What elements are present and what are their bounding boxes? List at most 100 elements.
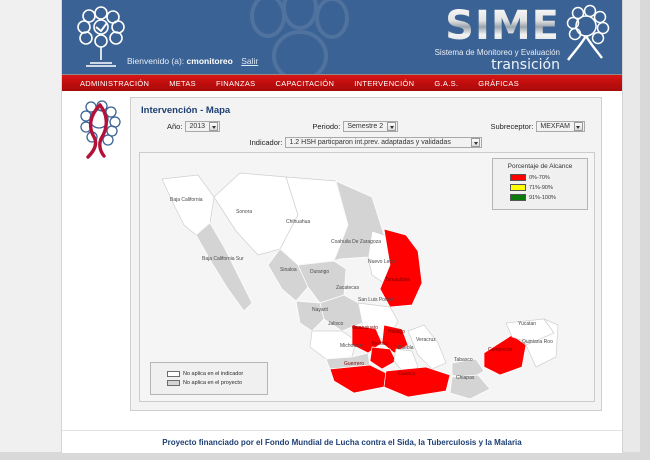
tree-logo-icon bbox=[77, 6, 125, 67]
map-label-tamaulipas: Tamaulipas bbox=[385, 277, 411, 283]
periodo-select-value: Semestre 2 bbox=[347, 123, 384, 130]
anio-select-value: 2013 bbox=[189, 123, 206, 130]
main-navigation[interactable]: ADMINISTRACIÓN METAS FINANZAS CAPACITACI… bbox=[62, 74, 622, 91]
brand-subtitle: Sistema de Monitoreo y Evaluación bbox=[434, 48, 560, 57]
right-gutter bbox=[622, 0, 640, 452]
na-label-indicador: No aplica en el indicador bbox=[183, 371, 244, 377]
map-state-mexico[interactable] bbox=[369, 346, 397, 370]
chevron-down-icon[interactable] bbox=[209, 122, 219, 131]
legend-label-high: 91%-100% bbox=[529, 194, 556, 201]
chevron-down-icon[interactable] bbox=[573, 122, 583, 131]
map-state-nayarit[interactable] bbox=[295, 300, 325, 332]
mexico-map-svg[interactable]: Baja California Sonora Chihuahua Baja Ca… bbox=[140, 153, 594, 401]
map-label-quintana-roo: Quintana Roo bbox=[522, 339, 553, 345]
filters-row: Año: 2013 Periodo: Semestre 2 bbox=[139, 121, 593, 132]
map-label-sinaloa: Sinaloa bbox=[280, 267, 297, 273]
app-header: Bienvenido (a): cmonitoreo Salir SIME Si… bbox=[62, 0, 622, 74]
map-state-quintana-roo[interactable] bbox=[525, 318, 559, 368]
map-label-oaxaca: Oaxaca bbox=[398, 371, 415, 377]
side-ribbon-logo-icon bbox=[80, 100, 121, 159]
legend-label-mid: 71%-90% bbox=[529, 184, 553, 191]
map-label-jalisco: Jalisco bbox=[328, 321, 344, 327]
legend-swatch-high bbox=[510, 194, 526, 201]
nav-item-metas[interactable]: METAS bbox=[169, 78, 196, 88]
map-label-mexico: México bbox=[372, 341, 388, 347]
legend-title: Porcentaje de Alcance bbox=[507, 163, 573, 170]
map-label-yucatan: Yucatan bbox=[518, 321, 536, 327]
map-state-campeche[interactable] bbox=[483, 334, 527, 376]
filter-subreceptor: Subreceptor: MEXFAM bbox=[490, 121, 585, 132]
nav-item-finanzas[interactable]: FINANZAS bbox=[215, 78, 256, 88]
map-state-oaxaca[interactable] bbox=[383, 366, 451, 398]
welcome-text: Bienvenido (a): cmonitoreo Salir bbox=[127, 56, 258, 66]
paw-watermark-icon bbox=[250, 0, 349, 74]
anio-select[interactable]: 2013 bbox=[185, 121, 221, 132]
nav-item-graficas[interactable]: GRÁFICAS bbox=[478, 78, 520, 88]
na-swatch-proyecto bbox=[167, 380, 180, 386]
legend-row-low: 0%-70% bbox=[510, 174, 582, 181]
legend-row-mid: 71%-90% bbox=[510, 184, 582, 191]
map-state-baja-california-sur[interactable] bbox=[195, 222, 253, 312]
na-row-proyecto: No aplica en el proyecto bbox=[167, 380, 261, 386]
map-label-tabasco: Tabasco bbox=[454, 357, 473, 363]
filter-subreceptor-label: Subreceptor: bbox=[490, 122, 534, 131]
legend-row-high: 91%-100% bbox=[510, 194, 582, 201]
map-label-puebla: Puebla bbox=[398, 345, 414, 351]
map-state-tamaulipas[interactable] bbox=[379, 228, 423, 308]
filter-periodo-label: Periodo: bbox=[312, 122, 341, 131]
filter-periodo: Periodo: Semestre 2 bbox=[312, 121, 399, 132]
map-label-san-luis-potosi: San Luis Potosí bbox=[358, 297, 394, 303]
legend-label-low: 0%-70% bbox=[529, 174, 550, 181]
footer-text: Proyecto financiado por el Fondo Mundial… bbox=[162, 437, 522, 447]
brand-block: SIME Sistema de Monitoreo y Evaluación t… bbox=[356, 2, 616, 73]
legend-swatch-mid bbox=[510, 184, 526, 191]
map-label-durango: Durango bbox=[310, 269, 329, 275]
map-label-zacatecas: Zacatecas bbox=[336, 285, 360, 291]
map-label-michoacan: Michoacan bbox=[340, 343, 364, 349]
nav-item-administracion[interactable]: ADMINISTRACIÓN bbox=[80, 78, 150, 88]
map-label-chiapas: Chiapas bbox=[456, 375, 475, 381]
map-label-nayarit: Nayarit bbox=[312, 307, 328, 313]
brand-wordmark: SIME bbox=[445, 3, 560, 49]
map-label-veracruz: Veracruz bbox=[416, 337, 436, 343]
nav-item-capacitacion[interactable]: CAPACITACIÓN bbox=[275, 78, 335, 88]
brand-tagline: transición bbox=[491, 57, 560, 73]
map-label-nuevo-leon: Nuevo León bbox=[368, 259, 395, 265]
map-label-sonora: Sonora bbox=[236, 209, 252, 215]
map-label-baja-california-sur: Baja California Sur bbox=[202, 256, 244, 262]
map-panel: Intervención - Mapa Año: 2013 Periodo: S… bbox=[130, 97, 602, 411]
mexico-map[interactable]: Baja California Sonora Chihuahua Baja Ca… bbox=[139, 152, 595, 402]
map-label-guanajuato: Guanajuato bbox=[352, 325, 378, 331]
map-state-guerrero[interactable] bbox=[329, 364, 387, 394]
chevron-down-icon[interactable] bbox=[471, 138, 481, 147]
left-gutter bbox=[0, 0, 62, 452]
na-label-proyecto: No aplica en el proyecto bbox=[183, 380, 243, 386]
welcome-prefix: Bienvenido (a): bbox=[127, 56, 185, 66]
app-footer: Proyecto financiado por el Fondo Mundial… bbox=[62, 430, 622, 453]
indicador-select[interactable]: 1.2 HSH particparon int.prev. adaptadas … bbox=[285, 137, 483, 148]
content-area: Intervención - Mapa Año: 2013 Periodo: S… bbox=[62, 91, 622, 452]
map-state-hidalgo[interactable] bbox=[381, 324, 409, 354]
map-state-veracruz[interactable] bbox=[407, 324, 447, 370]
map-label-baja-california: Baja California bbox=[170, 197, 203, 203]
na-row-indicador: No aplica en el indicador bbox=[167, 371, 261, 377]
page-title: Intervención - Mapa bbox=[141, 105, 231, 116]
not-applicable-legend: No aplica en el indicador No aplica en e… bbox=[150, 362, 268, 395]
periodo-select[interactable]: Semestre 2 bbox=[343, 121, 399, 132]
ribbon-logo-icon bbox=[566, 4, 610, 61]
map-label-guerrero: Guerrero bbox=[344, 361, 364, 367]
welcome-username: cmonitoreo bbox=[186, 56, 233, 66]
map-legend: Porcentaje de Alcance 0%-70% 71%-90% 91%… bbox=[492, 158, 588, 210]
nav-item-intervencion[interactable]: INTERVENCIÓN bbox=[354, 78, 415, 88]
nav-item-gas[interactable]: G.A.S. bbox=[434, 78, 459, 88]
map-label-coahuila-de-zaragoza: Coahuila De Zaragoza bbox=[331, 239, 381, 245]
map-label-chihuahua: Chihuahua bbox=[286, 219, 310, 225]
chevron-down-icon[interactable] bbox=[387, 122, 397, 131]
map-state-chiapas[interactable] bbox=[449, 374, 491, 400]
filter-indicador-label: Indicador: bbox=[249, 138, 283, 147]
logout-link[interactable]: Salir bbox=[241, 56, 259, 66]
subreceptor-select[interactable]: MEXFAM bbox=[536, 121, 585, 132]
app-frame: Bienvenido (a): cmonitoreo Salir SIME Si… bbox=[0, 0, 640, 453]
filter-indicador: Indicador: 1.2 HSH particparon int.prev.… bbox=[139, 137, 593, 148]
